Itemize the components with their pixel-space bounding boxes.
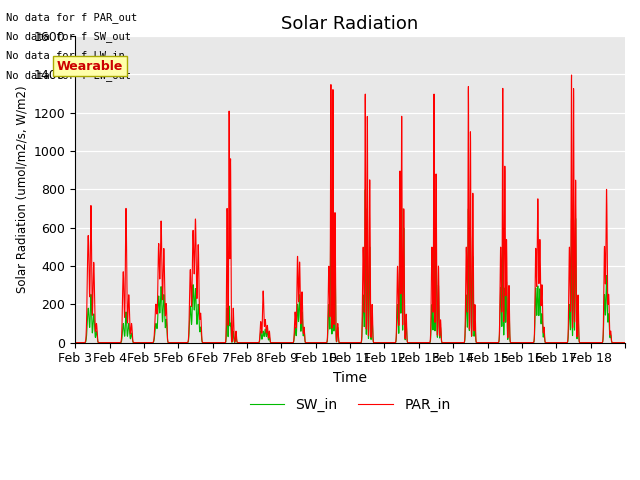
Text: No data for f SW_out: No data for f SW_out [6,31,131,42]
Text: Wearable: Wearable [56,60,123,73]
PAR_in [568,72,575,78]
SW_in [621,340,629,346]
PAR_in [400,208,408,214]
SW_in [371,340,378,346]
PAR_in [186,317,193,323]
SW_in [186,328,193,334]
Legend: SW_in, PAR_in: SW_in, PAR_in [244,393,456,418]
Y-axis label: Solar Radiation (umol/m2/s, W/m2): Solar Radiation (umol/m2/s, W/m2) [15,85,28,293]
PAR_in [71,340,79,346]
PAR_in [501,163,509,169]
Text: No data for f LW_out: No data for f LW_out [6,70,131,81]
SW_in [362,187,369,192]
PAR_in [621,340,629,346]
Title: Solar Radiation: Solar Radiation [282,15,419,33]
Line: SW_in: SW_in [75,190,625,343]
Text: No data for f LW_in: No data for f LW_in [6,50,125,61]
PAR_in [542,340,550,346]
PAR_in [528,340,536,346]
PAR_in [371,340,378,346]
SW_in [501,287,509,292]
SW_in [528,340,536,346]
SW_in [542,340,550,346]
SW_in [71,340,79,346]
SW_in [400,236,408,241]
Line: PAR_in: PAR_in [75,75,625,343]
Text: No data for f PAR_out: No data for f PAR_out [6,12,138,23]
X-axis label: Time: Time [333,371,367,385]
